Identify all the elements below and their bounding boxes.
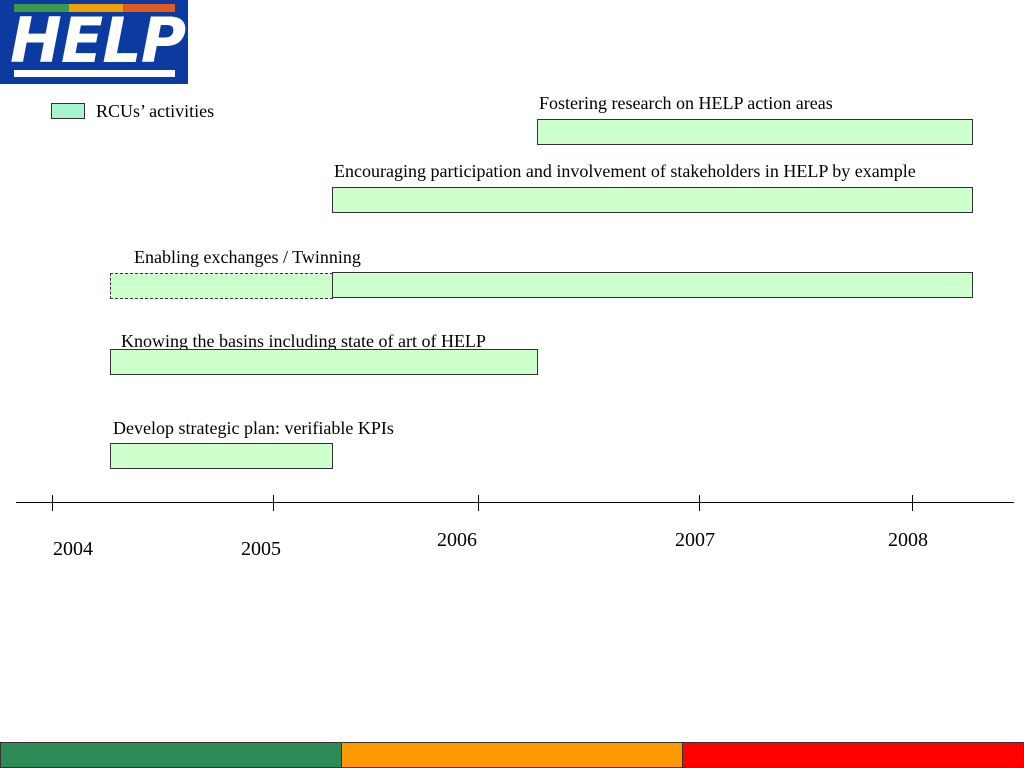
legend-swatch	[51, 103, 85, 119]
footer-band-green	[0, 742, 342, 768]
timeline-tick	[478, 495, 479, 511]
logo-stripe-green	[14, 4, 69, 12]
year-label-2005: 2005	[241, 538, 281, 560]
logo-underline	[14, 70, 175, 77]
year-label-2004: 2004	[53, 538, 93, 560]
help-logo: HELP	[0, 0, 188, 84]
activity-label-encouraging-participation: Encouraging participation and involvemen…	[334, 161, 916, 181]
logo-wordmark: HELP	[10, 4, 186, 77]
activity-label-enabling-exchanges: Enabling exchanges / Twinning	[134, 247, 361, 267]
activity-label-knowing-basins: Knowing the basins including state of ar…	[121, 331, 486, 351]
timeline-tick	[273, 495, 274, 511]
activity-bar-fostering-research	[537, 119, 973, 145]
timeline-tick	[699, 495, 700, 511]
year-label-2008: 2008	[888, 529, 928, 551]
year-label-2006: 2006	[437, 529, 477, 551]
legend-label: RCUs’ activities	[96, 101, 215, 121]
activity-bar-knowing-basins	[110, 349, 538, 375]
logo-stripe-red	[123, 4, 175, 12]
activity-label-strategic-plan: Develop strategic plan: verifiable KPIs	[113, 418, 394, 438]
year-label-2007: 2007	[675, 529, 715, 551]
activity-bar-encouraging-participation	[332, 187, 973, 213]
logo-stripe-orange	[69, 4, 123, 12]
timeline-tick	[912, 495, 913, 511]
timeline-tick	[52, 495, 53, 511]
activity-bar-enabling-exchanges	[332, 272, 973, 298]
footer-band-red	[682, 742, 1024, 768]
activity-bar-enabling-exchanges-preliminary	[110, 273, 333, 299]
activity-bar-strategic-plan	[110, 443, 333, 469]
timeline-axis	[16, 502, 1014, 503]
activity-label-fostering-research: Fostering research on HELP action areas	[539, 93, 833, 113]
footer-band-orange	[341, 742, 683, 768]
